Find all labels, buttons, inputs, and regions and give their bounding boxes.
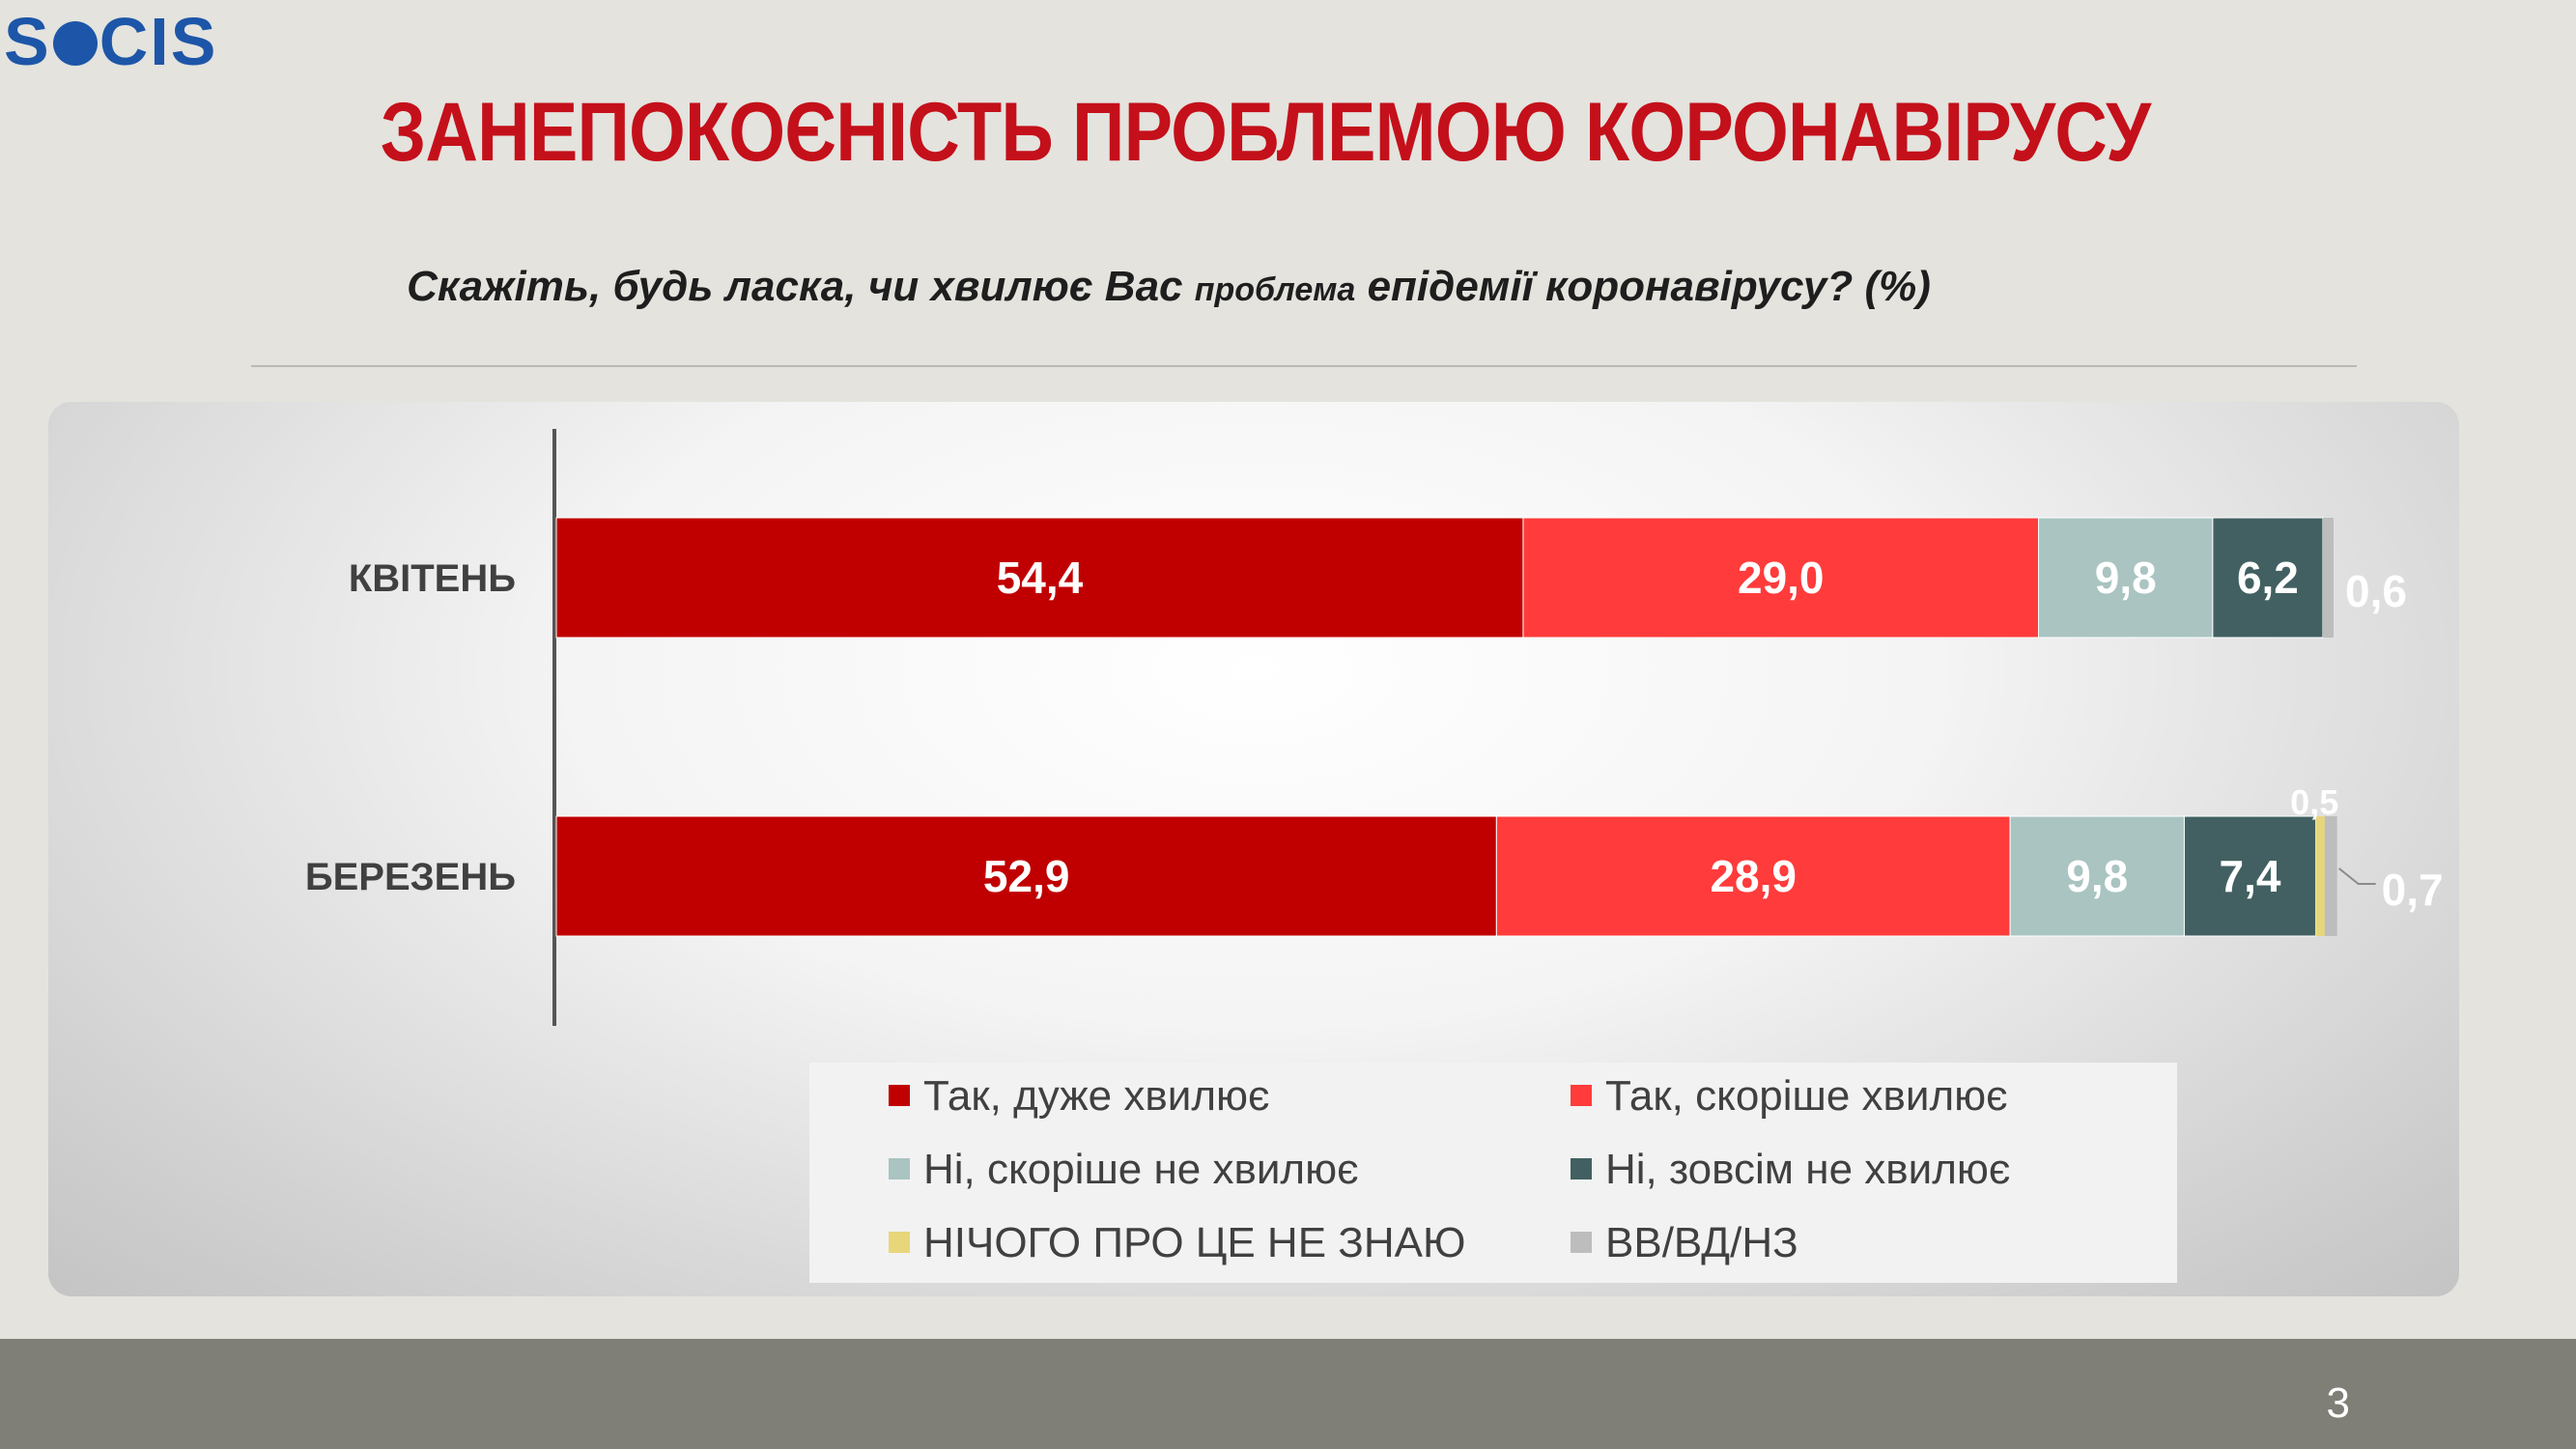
bar-segment-1-5	[2324, 816, 2337, 936]
data-label-1-5: 0,7	[2382, 865, 2444, 915]
legend-swatch-1	[1571, 1085, 1592, 1107]
data-label-1-1: 28,9	[1710, 851, 1797, 901]
logo-figure-icon	[52, 20, 98, 66]
legend-label-2: Ні, скоріше не хвилює	[923, 1146, 1359, 1193]
data-label-0-2: 9,8	[2095, 553, 2157, 603]
legend-label-0: Так, дуже хвилює	[923, 1072, 1270, 1120]
leader-line	[2338, 867, 2376, 885]
subtitle-part-3: епідемії коронавірусу? (%)	[1355, 263, 1931, 310]
bar-segment-1-4	[2315, 816, 2325, 936]
subtitle-part-2: проблема	[1194, 271, 1356, 308]
legend-item-3: Ні, зовсім не хвилює	[1571, 1146, 2010, 1194]
legend-swatch-5	[1571, 1232, 1592, 1254]
stacked-bar-chart: КВІТЕНЬ 54,4 29,0 9,8 6,2 0,6 БЕРЕЗЕНЬ 52,9 28,9…	[305, 429, 2444, 1026]
legend-item-4: НІЧОГО ПРО ЦЕ НЕ ЗНАЮ	[889, 1219, 1465, 1267]
legend-label-4: НІЧОГО ПРО ЦЕ НЕ ЗНАЮ	[923, 1219, 1466, 1266]
legend-item-0: Так, дуже хвилює	[889, 1072, 1269, 1121]
category-label-0: КВІТЕНЬ	[349, 557, 516, 600]
data-label-0-1: 29,0	[1738, 553, 1825, 603]
legend-swatch-2	[889, 1158, 910, 1180]
page-title: ЗАНЕПОКОЄНІСТЬ ПРОБЛЕМОЮ КОРОНАВІРУСУ	[380, 86, 2151, 179]
title-divider	[251, 365, 2357, 367]
bar-segment-0-1	[1522, 517, 2040, 639]
legend-swatch-3	[1571, 1158, 1592, 1180]
legend-label-1: Так, скоріше хвилює	[1605, 1072, 2008, 1120]
data-label-0-5: 0,6	[2345, 566, 2407, 616]
data-label-1-2: 9,8	[2066, 851, 2128, 901]
footer-bar	[0, 1339, 2576, 1449]
legend-item-1: Так, скоріше хвилює	[1571, 1072, 2008, 1121]
data-label-0-3: 6,2	[2237, 553, 2299, 603]
bar-segment-0-3	[2212, 517, 2324, 639]
legend-item-5: ВВ/ВД/НЗ	[1571, 1219, 1798, 1267]
bar-segment-0-2	[2038, 517, 2214, 639]
legend-label-5: ВВ/ВД/НЗ	[1605, 1219, 1798, 1266]
legend-label-3: Ні, зовсім не хвилює	[1605, 1146, 2011, 1193]
category-label-1: БЕРЕЗЕНЬ	[305, 856, 516, 898]
question-subtitle: Скажіть, будь ласка, чи хвилює Вас пробл…	[0, 263, 2337, 311]
legend-swatch-0	[889, 1085, 910, 1107]
chart-legend: Так, дуже хвилює Так, скоріше хвилює Ні, с…	[809, 1063, 2177, 1283]
data-label-0-0: 54,4	[997, 553, 1084, 603]
bar-segment-1-2	[2009, 815, 2185, 937]
bar-segment-1-3	[2183, 815, 2317, 937]
bar-segment-0-5	[2322, 518, 2334, 638]
data-label-1-0: 52,9	[983, 851, 1070, 901]
subtitle-part-1: Скажіть, будь ласка, чи хвилює Вас	[407, 263, 1195, 310]
data-label-1-4: 0,5	[2290, 782, 2338, 822]
legend-swatch-4	[889, 1232, 910, 1254]
legend-item-2: Ні, скоріше не хвилює	[889, 1146, 1359, 1194]
socis-logo: S CIS	[4, 4, 218, 79]
data-label-1-3: 7,4	[2220, 851, 2281, 901]
page-number: 3	[2326, 1379, 2350, 1427]
bar-segment-1-0	[555, 815, 1497, 937]
